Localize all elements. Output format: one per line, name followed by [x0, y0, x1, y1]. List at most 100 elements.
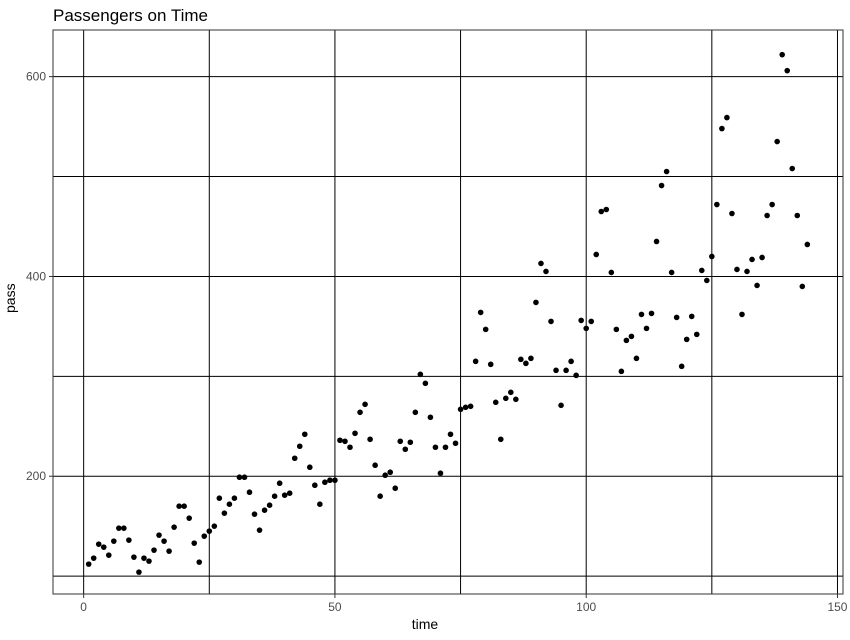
data-point [804, 241, 811, 248]
data-point [668, 269, 675, 276]
data-point [276, 480, 283, 487]
data-point [724, 114, 730, 121]
grid-layer [53, 30, 843, 594]
data-point [171, 524, 177, 530]
data-point [256, 527, 263, 533]
data-point [774, 138, 780, 145]
data-point [286, 490, 293, 497]
data-point [261, 507, 268, 513]
data-point [704, 277, 710, 284]
data-point [573, 372, 579, 379]
data-point [412, 409, 419, 416]
chart-title: Passengers on Time [53, 6, 208, 25]
data-point [452, 440, 459, 447]
data-point [729, 210, 735, 217]
data-point [387, 469, 394, 476]
data-point [543, 268, 549, 275]
data-point [548, 318, 554, 325]
data-point [357, 409, 363, 416]
data-point [608, 269, 615, 276]
y-tick-label: 400 [26, 269, 46, 283]
data-point [422, 380, 429, 387]
data-point [146, 558, 152, 564]
data-point [251, 511, 258, 517]
data-point [482, 326, 489, 333]
data-point [447, 431, 454, 438]
data-point [467, 403, 474, 410]
data-point [221, 510, 228, 516]
data-point [437, 470, 444, 477]
data-point [111, 538, 117, 544]
data-point [523, 360, 529, 367]
data-point [508, 389, 514, 396]
data-point [90, 555, 97, 561]
data-point [206, 528, 213, 534]
data-point [236, 474, 243, 481]
data-point [578, 317, 584, 324]
data-point [568, 358, 574, 365]
data-point [246, 489, 253, 496]
plot-panel-border [52, 29, 844, 595]
data-point [181, 503, 187, 509]
data-point [593, 251, 600, 258]
data-point [201, 533, 208, 539]
data-point [513, 396, 519, 403]
x-tick-label: 0 [80, 600, 87, 614]
data-point [698, 267, 705, 274]
data-point [754, 282, 760, 289]
data-point [618, 368, 625, 375]
data-point [186, 515, 192, 521]
data-point [538, 260, 544, 267]
data-point [784, 67, 791, 74]
data-point [307, 464, 313, 471]
data-point [613, 326, 620, 333]
data-point [583, 325, 589, 332]
tick-layer: 0 50 100 150 200 400 600 [26, 70, 848, 614]
x-tick-label: 150 [827, 600, 847, 614]
data-point [291, 455, 298, 462]
data-point [337, 437, 343, 444]
data-point [342, 438, 348, 445]
data-point [653, 238, 660, 245]
data-point [688, 313, 695, 320]
data-point [352, 430, 358, 437]
data-point [683, 336, 690, 343]
data-point [407, 439, 414, 446]
data-point [462, 404, 469, 411]
data-point [799, 283, 806, 290]
data-point [191, 540, 198, 546]
data-point [296, 443, 303, 450]
data-point [332, 477, 338, 484]
data-point [678, 363, 685, 370]
data-point [663, 168, 670, 175]
data-point [623, 337, 630, 344]
data-point [266, 502, 273, 508]
data-point [176, 503, 182, 509]
data-point [85, 561, 92, 567]
data-point [794, 212, 801, 219]
data-point [382, 472, 388, 479]
y-tick-label: 200 [26, 469, 46, 483]
data-point [271, 493, 278, 500]
data-point [719, 125, 725, 132]
x-tick-label: 50 [328, 600, 342, 614]
data-point [126, 537, 132, 543]
data-point [693, 331, 700, 338]
data-point [427, 414, 434, 421]
data-point [372, 462, 378, 469]
data-point [633, 355, 640, 362]
data-point [317, 501, 323, 507]
data-point [105, 552, 112, 558]
data-point [362, 401, 368, 408]
data-point [749, 256, 755, 263]
data-point [312, 482, 318, 489]
data-point [563, 367, 569, 374]
data-point [648, 310, 655, 317]
data-point [643, 325, 650, 332]
data-point [136, 569, 142, 575]
data-point [156, 532, 162, 538]
data-point [502, 395, 509, 402]
data-point [673, 314, 680, 321]
data-point [769, 201, 775, 208]
